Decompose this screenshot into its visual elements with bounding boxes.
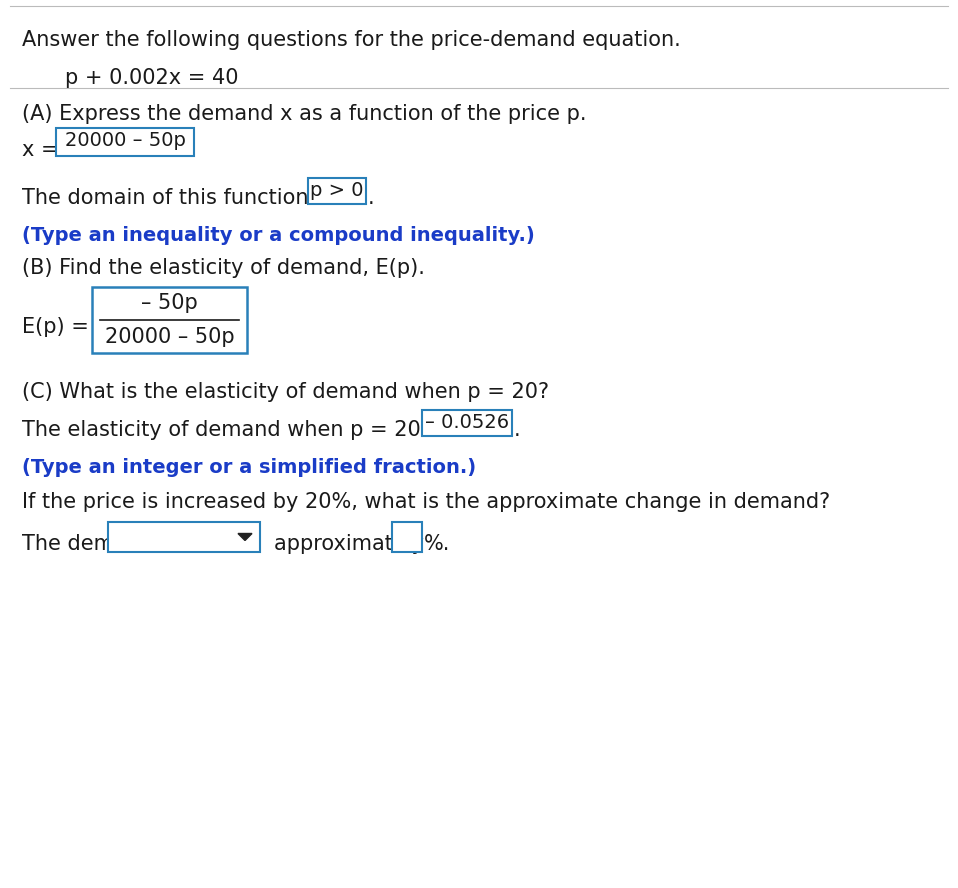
Text: (C) What is the elasticity of demand when p = 20?: (C) What is the elasticity of demand whe… <box>22 382 549 402</box>
Text: E(p) =: E(p) = <box>22 317 96 337</box>
Text: (Type an integer or a simplified fraction.): (Type an integer or a simplified fractio… <box>22 458 476 477</box>
Text: (A) Express the demand x as a function of the price p.: (A) Express the demand x as a function o… <box>22 104 586 124</box>
Text: The demand: The demand <box>22 534 153 554</box>
Text: .: . <box>368 188 375 208</box>
Text: The elasticity of demand when p = 20 is: The elasticity of demand when p = 20 is <box>22 420 451 440</box>
Text: (B) Find the elasticity of demand, E(p).: (B) Find the elasticity of demand, E(p). <box>22 258 425 278</box>
Text: – 50p: – 50p <box>141 293 198 313</box>
FancyBboxPatch shape <box>92 287 247 353</box>
FancyBboxPatch shape <box>308 178 366 204</box>
FancyBboxPatch shape <box>108 522 260 552</box>
Text: approximately: approximately <box>274 534 431 554</box>
Text: 20000 – 50p: 20000 – 50p <box>64 131 186 150</box>
Text: (Type an inequality or a compound inequality.): (Type an inequality or a compound inequa… <box>22 226 535 245</box>
Text: p + 0.002x = 40: p + 0.002x = 40 <box>65 68 239 88</box>
Text: – 0.0526: – 0.0526 <box>425 413 509 432</box>
Text: .: . <box>514 420 520 440</box>
Text: x =: x = <box>22 140 65 160</box>
Polygon shape <box>238 534 252 541</box>
FancyBboxPatch shape <box>392 522 422 552</box>
Text: 20000 – 50p: 20000 – 50p <box>104 327 235 347</box>
FancyBboxPatch shape <box>422 410 512 436</box>
FancyBboxPatch shape <box>56 128 194 156</box>
Text: %.: %. <box>424 534 450 554</box>
Text: The domain of this function is: The domain of this function is <box>22 188 338 208</box>
Text: Answer the following questions for the price-demand equation.: Answer the following questions for the p… <box>22 30 681 50</box>
Text: p > 0: p > 0 <box>310 180 364 200</box>
Text: If the price is increased by 20%, what is the approximate change in demand?: If the price is increased by 20%, what i… <box>22 492 831 512</box>
